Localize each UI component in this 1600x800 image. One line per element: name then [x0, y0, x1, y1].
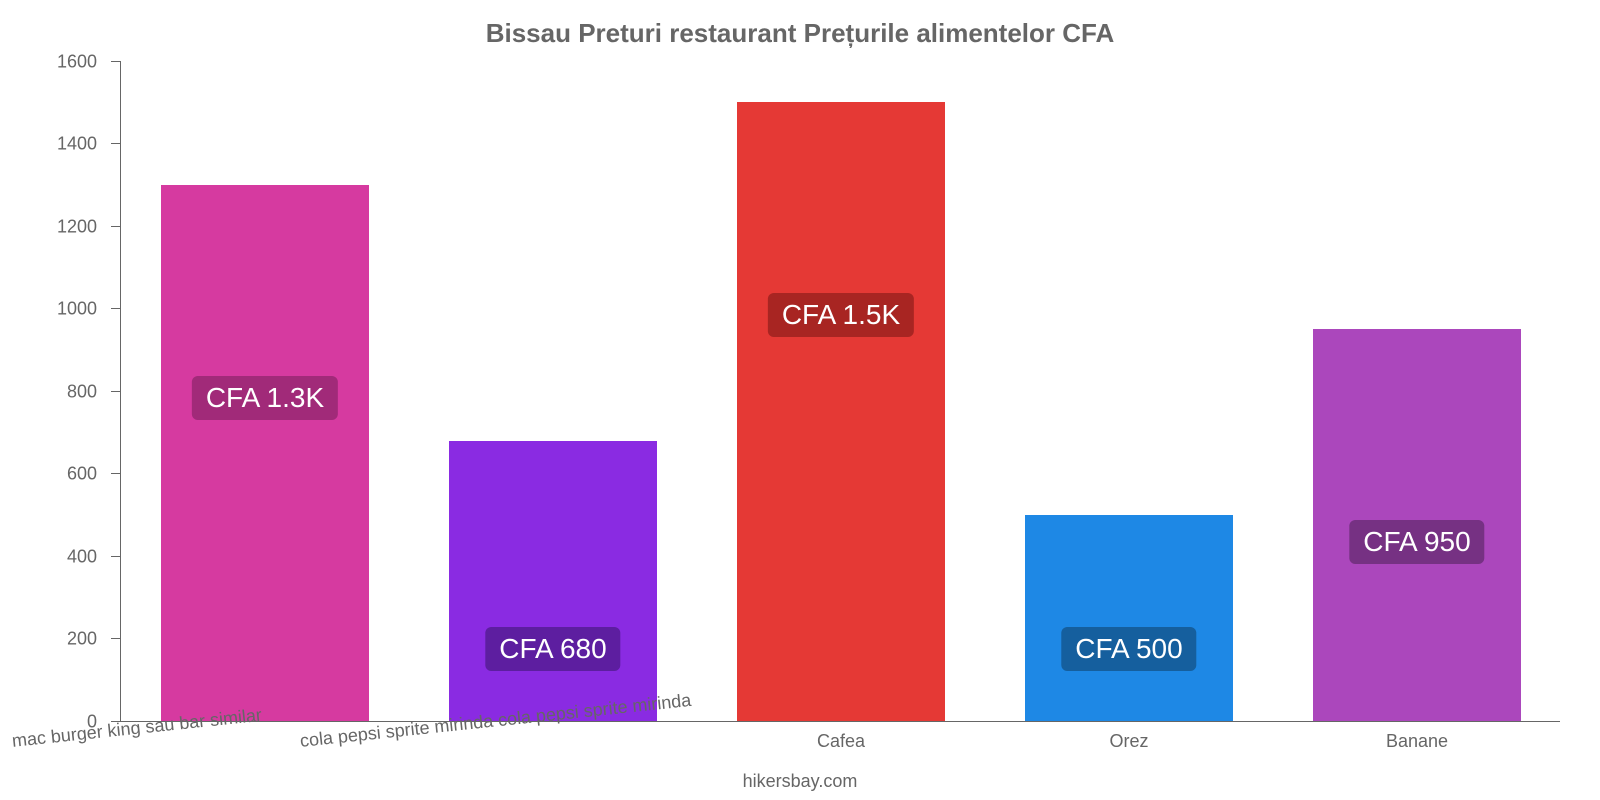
y-tick: 1600: [111, 61, 121, 62]
bar-slot: CFA 950: [1273, 62, 1561, 721]
y-tick-label: 600: [67, 464, 97, 485]
x-tick-label: Banane: [1386, 731, 1448, 752]
y-tick-label: 800: [67, 381, 97, 402]
y-tick: 200: [111, 638, 121, 639]
y-tick: 1400: [111, 143, 121, 144]
y-tick-label: 400: [67, 546, 97, 567]
bar-slot: CFA 1.5K: [697, 62, 985, 721]
bar-value-label: CFA 1.5K: [768, 293, 914, 337]
y-tick-label: 1400: [57, 134, 97, 155]
bar-value-label: CFA 680: [485, 627, 620, 671]
bar-value-label: CFA 500: [1061, 627, 1196, 671]
x-tick-label: Orez: [1109, 731, 1148, 752]
y-tick: 400: [111, 556, 121, 557]
y-tick-label: 1200: [57, 216, 97, 237]
x-tick-label: Cafea: [817, 731, 865, 752]
footer-credit: hikersbay.com: [0, 771, 1600, 792]
bar: CFA 1.5K: [737, 102, 944, 721]
chart-container: Bissau Preturi restaurant Prețurile alim…: [0, 0, 1600, 800]
y-tick: 800: [111, 391, 121, 392]
y-tick-label: 200: [67, 629, 97, 650]
bar: CFA 950: [1313, 329, 1520, 721]
bar: CFA 680: [449, 441, 656, 722]
bar-slot: CFA 1.3K: [121, 62, 409, 721]
plot-area: 02004006008001000120014001600 CFA 1.3KCF…: [120, 62, 1560, 722]
bar: CFA 1.3K: [161, 185, 368, 721]
chart-title: Bissau Preturi restaurant Prețurile alim…: [0, 0, 1600, 49]
y-tick-label: 1000: [57, 299, 97, 320]
bar-slot: CFA 680: [409, 62, 697, 721]
bar-value-label: CFA 950: [1349, 520, 1484, 564]
y-tick: 1000: [111, 308, 121, 309]
bar: CFA 500: [1025, 515, 1232, 721]
bars-group: CFA 1.3K CFA 680 CFA 1.5K CFA 500 CFA 950: [121, 62, 1560, 721]
y-tick: 600: [111, 473, 121, 474]
bar-slot: CFA 500: [985, 62, 1273, 721]
y-tick: 1200: [111, 226, 121, 227]
y-tick-label: 1600: [57, 51, 97, 72]
bar-value-label: CFA 1.3K: [192, 376, 338, 420]
